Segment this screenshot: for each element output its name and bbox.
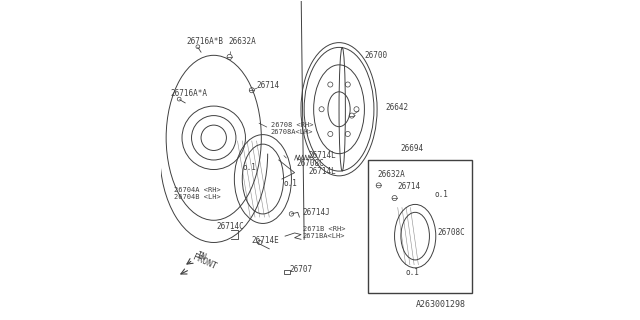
- Text: 26632A: 26632A: [377, 170, 405, 179]
- Text: 26708C: 26708C: [296, 159, 324, 168]
- Text: 26694: 26694: [401, 144, 424, 153]
- Text: 26700: 26700: [364, 51, 388, 60]
- Bar: [284, 270, 291, 274]
- Text: 26716A*A: 26716A*A: [171, 89, 208, 98]
- Text: IN: IN: [195, 250, 207, 262]
- Text: A263001298: A263001298: [416, 300, 466, 309]
- Text: 2671B <RH>
2671BA<LH>: 2671B <RH> 2671BA<LH>: [303, 227, 345, 239]
- Bar: [367, 160, 472, 293]
- Text: 26642: 26642: [385, 103, 408, 112]
- Text: 26716A*B: 26716A*B: [187, 36, 224, 45]
- Text: 26714: 26714: [257, 81, 280, 90]
- Text: FRONT: FRONT: [191, 253, 218, 271]
- Text: 26714L: 26714L: [309, 151, 337, 160]
- Text: o.1: o.1: [243, 164, 256, 172]
- Text: 26714J: 26714J: [303, 208, 330, 217]
- Text: 26708C: 26708C: [437, 228, 465, 237]
- Text: 26714L: 26714L: [309, 167, 337, 176]
- Text: 26632A: 26632A: [228, 36, 256, 45]
- Text: 26704A <RH>
26704B <LH>: 26704A <RH> 26704B <LH>: [174, 187, 221, 200]
- Text: 26714E: 26714E: [252, 236, 280, 245]
- Text: o.1: o.1: [434, 190, 448, 199]
- Text: 26714C: 26714C: [217, 222, 244, 231]
- Text: o.1: o.1: [406, 268, 420, 277]
- Text: 26707: 26707: [290, 265, 313, 274]
- Text: 26708 <RH>
26708A<LH>: 26708 <RH> 26708A<LH>: [271, 122, 314, 135]
- Text: o.1: o.1: [284, 179, 298, 188]
- Text: 26714: 26714: [397, 182, 421, 191]
